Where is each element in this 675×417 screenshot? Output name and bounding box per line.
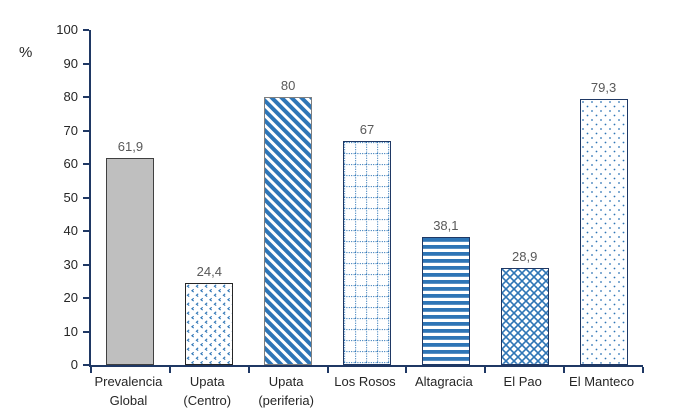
x-axis-tick-mark [405,367,408,373]
plot-area: 61,9 24,4 80 67 38,1 28,9 79,3 [83,29,644,373]
bar-el-manteco [579,99,628,365]
x-axis-category-label-line: El Pao [503,374,542,389]
y-axis-tick-mark [83,196,89,199]
x-axis-tick-mark [168,367,171,373]
x-axis-category-label-line: Global [109,393,148,408]
y-axis-tick-mark [83,364,89,366]
x-axis-tick-mark [642,367,644,373]
y-axis-tick-label: 70 [63,122,78,138]
x-axis-labels: Prevalencia Global Upata (Centro) Upata (peri… [89,372,641,414]
y-axis-tick-mark [83,96,89,98]
y-axis-tick-mark [83,129,89,132]
y-axis-tick-mark [83,297,89,299]
bar-upata-periferia [264,97,313,365]
x-axis-tick-mark [90,367,92,373]
x-axis-category-label-line: (Centro) [183,393,232,408]
bar-value-label: 79,3 [590,80,617,96]
y-axis-tick-label: 90 [63,55,78,71]
x-axis-category-label: El Manteco [562,372,641,391]
sparse-dots-pattern-fill [580,100,627,364]
x-axis-category-label: Upata (Centro) [168,372,247,410]
bar-altagracia [421,237,470,365]
y-axis-title: % [19,44,33,61]
x-axis-category-label-line: Prevalencia [94,374,163,389]
y-axis-tick-label: 50 [63,189,78,205]
y-axis-tick-label: 30 [63,256,78,272]
x-axis-category-label-line: (periferia) [258,393,314,408]
y-axis-tick-mark [83,330,89,333]
bar-value-label: 67 [359,121,375,137]
bar-upata-centro [185,283,234,365]
x-axis-tick-mark [484,367,487,373]
x-axis-category-label-line: Upata [189,374,225,389]
y-axis-tick-mark [83,230,89,232]
x-axis-category-label: Altagracia [404,372,483,391]
y-axis-tick-mark [83,163,89,165]
y-axis-tick-label: 100 [56,22,78,37]
bar-value-label: 61,9 [117,138,144,154]
x-axis-category-label: El Pao [483,372,562,391]
y-axis-tick-label: 20 [63,290,78,305]
y-axis-tick-label: 80 [63,89,78,104]
bar-value-label: 24,4 [196,264,222,280]
y-axis-tick-label: 60 [63,156,78,171]
bar-value-label: 80 [280,78,296,93]
speckle-pattern-fill [186,284,233,364]
y-axis-tick-labels: 0 10 20 30 40 50 60 70 80 90 100 [0,22,78,372]
y-axis-tick-label: 40 [63,223,78,238]
x-axis-category-label-line: Los Rosos [334,374,396,389]
y-axis-tick-mark [83,62,89,65]
x-axis-category-label-line: Upata [268,374,304,389]
y-axis-tick-label: 10 [63,323,78,339]
x-axis-category-label: Upata (periferia) [247,372,326,410]
dotted-grid-pattern-fill [344,141,390,364]
y-axis-tick-label: 0 [70,357,78,372]
horizontal-stripes-pattern-fill [422,238,469,364]
x-axis-category-label-line: Altagracia [414,374,473,389]
bar-value-label: 28,9 [512,249,538,265]
x-axis-tick-mark [247,367,250,373]
bar-los-rosos [343,140,391,365]
y-axis-tick-mark [83,263,89,266]
bar-value-label: 38,1 [433,218,459,234]
y-axis-tick-mark [83,29,89,31]
bar-el-pao [500,268,549,365]
x-axis-tick-mark [326,367,329,373]
x-axis-category-label: Prevalencia Global [89,372,168,410]
x-axis-category-label-line: El Manteco [569,374,635,389]
x-axis-tick-mark [563,367,566,373]
x-axis-category-label: Los Rosos [326,372,405,391]
crosshatch-pattern-fill [501,269,548,364]
diagonal-stripes-pattern-fill [265,98,312,364]
bar-prevalencia-global [106,157,155,365]
